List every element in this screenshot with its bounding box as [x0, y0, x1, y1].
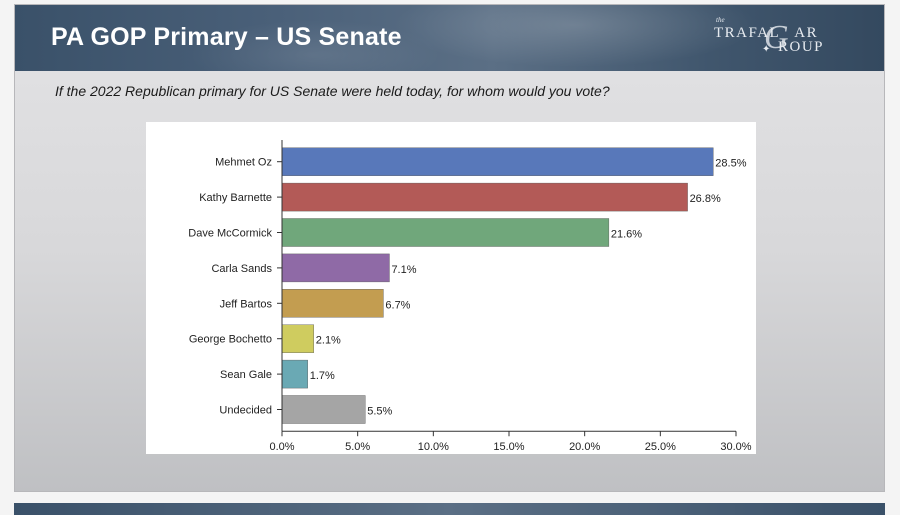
bar-2: [281, 218, 610, 247]
value-label-2: 21.6%: [611, 229, 642, 241]
x-tick-label-6: 30.0%: [720, 441, 751, 453]
slide-title: PA GOP Primary – US Senate: [51, 23, 402, 51]
slide-header: PA GOP Primary – US Senate the G TRAFAL A…: [15, 5, 884, 71]
x-tick-label-4: 20.0%: [569, 441, 600, 453]
value-label-0: 28.5%: [715, 158, 746, 170]
survey-question: If the 2022 Republican primary for US Se…: [55, 83, 610, 99]
category-label-1: Kathy Barnette: [199, 192, 272, 204]
logo-the: the: [716, 16, 725, 24]
value-label-1: 26.8%: [690, 193, 721, 205]
logo-text-line2: ROUP: [778, 39, 825, 55]
bar-1: [281, 182, 688, 212]
value-label-4: 6.7%: [385, 299, 410, 311]
category-label-4: Jeff Bartos: [220, 298, 273, 310]
bar-6: [281, 359, 308, 389]
bar-chart-svg: Mehmet Oz 28.5% Kathy Barnette 26.8% Dave Mc…: [188, 140, 752, 453]
category-label-3: Carla Sands: [211, 263, 272, 275]
category-label-5: George Bochetto: [189, 334, 272, 346]
value-label-5: 2.1%: [316, 335, 341, 347]
value-label-3: 7.1%: [391, 264, 416, 276]
category-label-0: Mehmet Oz: [215, 157, 272, 169]
next-slide-edge: [14, 503, 885, 515]
compass-star-icon: ✦: [762, 44, 771, 55]
value-label-6: 1.7%: [310, 370, 335, 382]
bar-3: [281, 253, 390, 283]
category-label-6: Sean Gale: [220, 369, 272, 381]
x-tick-label-3: 15.0%: [493, 441, 524, 453]
logo-g: G: [764, 19, 789, 56]
x-tick-label-1: 5.0%: [345, 441, 370, 453]
value-label-7: 5.5%: [367, 406, 392, 418]
logo-text-line1: TRAFAL AR: [714, 25, 819, 41]
bar-5: [281, 324, 314, 353]
bar-chart: Mehmet Oz 28.5% Kathy Barnette 26.8% Dave Mc…: [146, 122, 756, 454]
x-tick-label-0: 0.0%: [269, 441, 294, 453]
x-tick-label-5: 25.0%: [645, 441, 676, 453]
trafalgar-group-logo: the G TRAFAL AR ROUP ✦: [714, 16, 844, 59]
category-label-2: Dave McCormick: [188, 228, 272, 240]
slide: PA GOP Primary – US Senate the G TRAFAL A…: [14, 4, 885, 492]
category-label-7: Undecided: [219, 405, 272, 417]
x-tick-label-2: 10.0%: [418, 441, 449, 453]
bar-4: [281, 289, 384, 318]
bar-0: [281, 147, 714, 176]
bar-7: [281, 395, 366, 424]
